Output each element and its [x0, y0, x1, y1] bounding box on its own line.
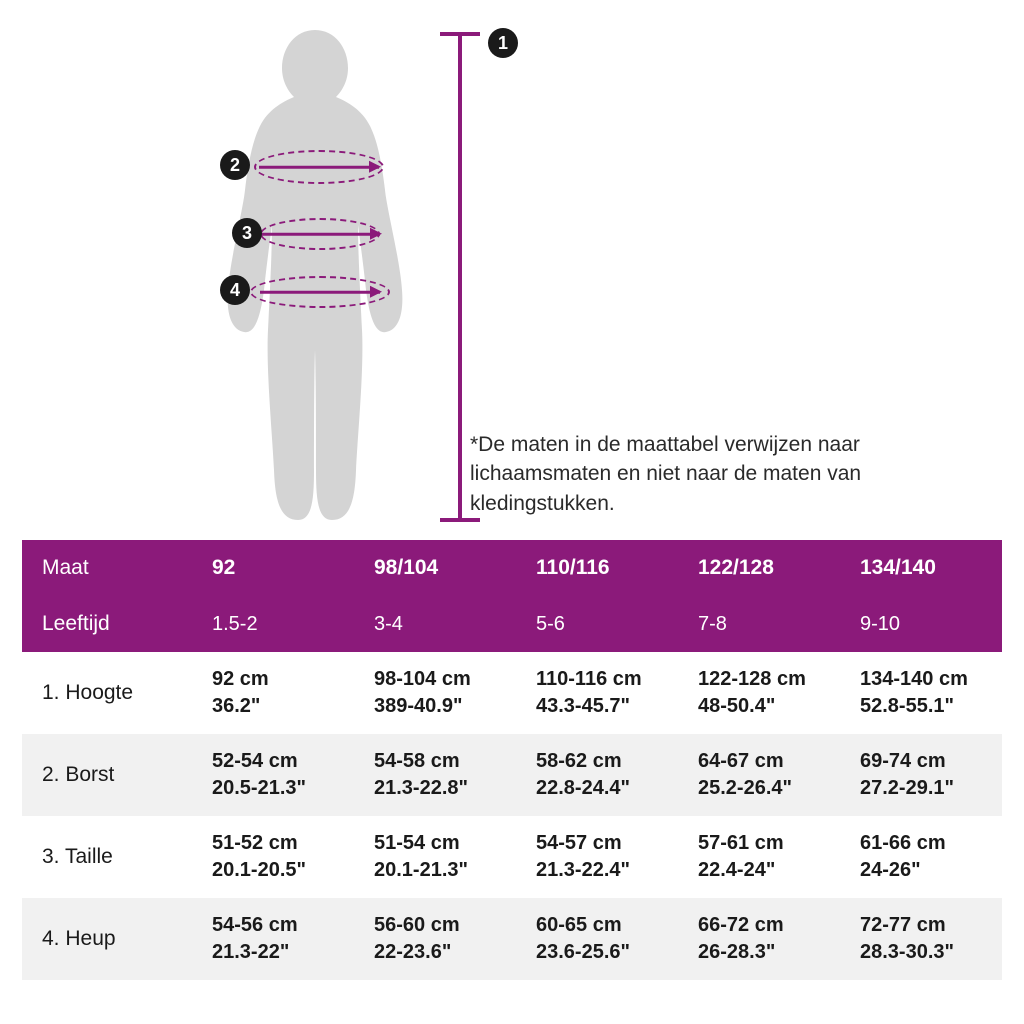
measurement-cm: 98-104 cm — [374, 666, 508, 693]
badge-2-icon: 2 — [220, 150, 250, 180]
measurement-cm: 72-77 cm — [860, 912, 994, 939]
measurement-cm: 56-60 cm — [374, 912, 508, 939]
measurement-cm: 58-62 cm — [536, 748, 670, 775]
measurement-cell: 92 cm36.2" — [192, 652, 354, 734]
measurement-cm: 64-67 cm — [698, 748, 832, 775]
row-label: 3. Taille — [22, 816, 192, 898]
measurement-cm: 52-54 cm — [212, 748, 346, 775]
measurement-in: 24-26" — [860, 857, 994, 884]
row-label: 1. Hoogte — [22, 652, 192, 734]
measurement-in: 27.2-29.1" — [860, 775, 994, 802]
disclaimer-text: *De maten in de maattabel verwijzen naar… — [470, 430, 900, 518]
measurement-cell: 134-140 cm52.8-55.1" — [840, 652, 1002, 734]
badge-3-icon: 3 — [232, 218, 262, 248]
measurement-cell: 57-61 cm22.4-24" — [678, 816, 840, 898]
measurement-cm: 134-140 cm — [860, 666, 994, 693]
badge-4-icon: 4 — [220, 275, 250, 305]
measurement-cell: 61-66 cm24-26" — [840, 816, 1002, 898]
measurement-cell: 52-54 cm20.5-21.3" — [192, 734, 354, 816]
measurement-cm: 122-128 cm — [698, 666, 832, 693]
measurement-cell: 60-65 cm23.6-25.6" — [516, 898, 678, 980]
age-header-value: 5-6 — [516, 596, 678, 652]
measurement-cm: 60-65 cm — [536, 912, 670, 939]
table-row: 3. Taille51-52 cm20.1-20.5"51-54 cm20.1-… — [22, 816, 1002, 898]
measurement-cell: 69-74 cm27.2-29.1" — [840, 734, 1002, 816]
size-header-label: Maat — [22, 540, 192, 596]
table-row: 4. Heup54-56 cm21.3-22"56-60 cm22-23.6"6… — [22, 898, 1002, 980]
measurement-cell: 110-116 cm43.3-45.7" — [516, 652, 678, 734]
row-label: 2. Borst — [22, 734, 192, 816]
measurement-in: 36.2" — [212, 693, 346, 720]
row-label: 4. Heup — [22, 898, 192, 980]
measurement-in: 21.3-22.4" — [536, 857, 670, 884]
measurement-in: 23.6-25.6" — [536, 939, 670, 966]
measurement-cell: 56-60 cm22-23.6" — [354, 898, 516, 980]
measurement-in: 43.3-45.7" — [536, 693, 670, 720]
measurement-cell: 72-77 cm28.3-30.3" — [840, 898, 1002, 980]
measurement-cell: 54-58 cm21.3-22.8" — [354, 734, 516, 816]
measurement-cell: 64-67 cm25.2-26.4" — [678, 734, 840, 816]
badge-1-icon: 1 — [488, 28, 518, 58]
measurement-in: 20.5-21.3" — [212, 775, 346, 802]
measurement-cm: 51-54 cm — [374, 830, 508, 857]
measurement-in: 20.1-20.5" — [212, 857, 346, 884]
measurement-cm: 51-52 cm — [212, 830, 346, 857]
measurement-cell: 51-54 cm20.1-21.3" — [354, 816, 516, 898]
measurement-in: 389-40.9" — [374, 693, 508, 720]
size-chart-table: Maat 92 98/104 110/116 122/128 134/140 L… — [22, 540, 1002, 980]
measurement-in: 26-28.3" — [698, 939, 832, 966]
measurement-cm: 92 cm — [212, 666, 346, 693]
waist-measure-icon — [260, 218, 380, 250]
measurement-cm: 54-58 cm — [374, 748, 508, 775]
measurement-cell: 54-57 cm21.3-22.4" — [516, 816, 678, 898]
measurement-cell: 98-104 cm389-40.9" — [354, 652, 516, 734]
table-row: 1. Hoogte92 cm36.2"98-104 cm389-40.9"110… — [22, 652, 1002, 734]
age-header-value: 3-4 — [354, 596, 516, 652]
measurement-cm: 69-74 cm — [860, 748, 994, 775]
size-header-value: 134/140 — [840, 540, 1002, 596]
age-header-value: 9-10 — [840, 596, 1002, 652]
measurement-in: 22-23.6" — [374, 939, 508, 966]
measurement-in: 20.1-21.3" — [374, 857, 508, 884]
measurement-cm: 54-57 cm — [536, 830, 670, 857]
size-header-value: 122/128 — [678, 540, 840, 596]
size-header-value: 92 — [192, 540, 354, 596]
figure-and-disclaimer: 1 2 3 4 *De maten in de maattabel verwij… — [0, 0, 1024, 540]
measurement-in: 25.2-26.4" — [698, 775, 832, 802]
age-header-value: 1.5-2 — [192, 596, 354, 652]
hip-measure-icon — [250, 276, 390, 308]
child-silhouette-icon — [210, 30, 420, 520]
measurement-in: 22.4-24" — [698, 857, 832, 884]
size-header-value: 98/104 — [354, 540, 516, 596]
measurement-in: 21.3-22.8" — [374, 775, 508, 802]
measurement-cm: 66-72 cm — [698, 912, 832, 939]
size-header-value: 110/116 — [516, 540, 678, 596]
measurement-in: 21.3-22" — [212, 939, 346, 966]
table-row: 2. Borst52-54 cm20.5-21.3"54-58 cm21.3-2… — [22, 734, 1002, 816]
measurement-cm: 61-66 cm — [860, 830, 994, 857]
table-body: 1. Hoogte92 cm36.2"98-104 cm389-40.9"110… — [22, 652, 1002, 980]
age-header-label: Leeftijd — [22, 596, 192, 652]
measurement-cell: 51-52 cm20.1-20.5" — [192, 816, 354, 898]
measurement-cell: 58-62 cm22.8-24.4" — [516, 734, 678, 816]
table-header: Maat 92 98/104 110/116 122/128 134/140 L… — [22, 540, 1002, 652]
measurement-cm: 110-116 cm — [536, 666, 670, 693]
measurement-in: 52.8-55.1" — [860, 693, 994, 720]
measurement-cell: 122-128 cm48-50.4" — [678, 652, 840, 734]
measurement-figure: 1 2 3 4 — [40, 20, 500, 520]
measurement-cm: 57-61 cm — [698, 830, 832, 857]
measurement-in: 28.3-30.3" — [860, 939, 994, 966]
measurement-in: 48-50.4" — [698, 693, 832, 720]
chest-measure-icon — [254, 150, 384, 184]
measurement-in: 22.8-24.4" — [536, 775, 670, 802]
measurement-cell: 54-56 cm21.3-22" — [192, 898, 354, 980]
age-header-value: 7-8 — [678, 596, 840, 652]
measurement-cm: 54-56 cm — [212, 912, 346, 939]
measurement-cell: 66-72 cm26-28.3" — [678, 898, 840, 980]
